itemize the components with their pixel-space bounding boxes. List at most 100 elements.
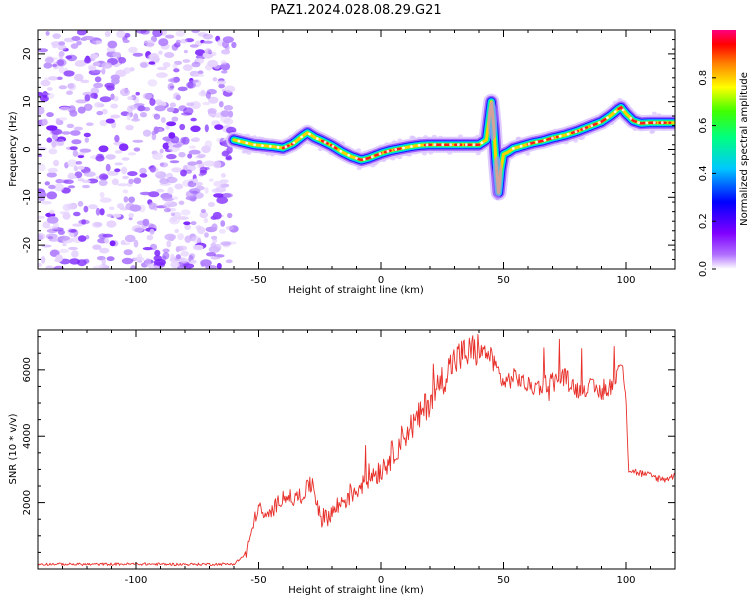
- colorbar-axes: 0.0 0.2 0.4 0.6 0.8: [698, 70, 716, 277]
- noise-blob: [180, 137, 187, 144]
- noise-blob: [106, 85, 115, 91]
- noise-blob: [177, 86, 188, 92]
- ridge-bead: [433, 143, 437, 147]
- noise-blob: [42, 221, 51, 229]
- noise-blob: [56, 76, 63, 81]
- noise-blob: [214, 124, 224, 130]
- ridge-bead: [629, 117, 633, 120]
- y-tick-label: 2000: [22, 490, 33, 515]
- noise-blob: [72, 149, 78, 157]
- ridge-peak: [355, 147, 402, 162]
- noise-blob: [94, 40, 103, 45]
- noise-blob: [192, 178, 198, 183]
- ridge-bead: [660, 121, 664, 125]
- noise-blob: [69, 232, 75, 237]
- noise-blob: [63, 179, 74, 184]
- noise-blob: [121, 157, 130, 161]
- noise-blob: [121, 257, 134, 265]
- noise-blob: [177, 216, 189, 220]
- noise-blob: [102, 233, 114, 238]
- noise-blob: [172, 196, 179, 200]
- noise-blob: [99, 191, 105, 199]
- noise-blob: [78, 235, 87, 242]
- ridge-bead: [410, 145, 413, 148]
- noise-blob: [137, 105, 146, 112]
- noise-blob: [62, 203, 72, 211]
- noise-blob: [58, 248, 69, 254]
- y-tick-label: -10: [22, 189, 33, 205]
- noise-blob: [153, 126, 159, 134]
- noise-blob: [122, 39, 130, 43]
- noise-blob: [70, 43, 79, 49]
- noise-blob: [80, 79, 90, 84]
- noise-blob: [183, 49, 188, 54]
- noise-blob: [99, 208, 105, 216]
- x-tick-label: 0: [378, 275, 384, 286]
- noise-blob: [203, 160, 216, 167]
- noise-blob: [114, 134, 120, 143]
- noise-blob: [220, 60, 227, 66]
- noise-blob: [127, 171, 138, 177]
- noise-blob: [46, 137, 53, 143]
- noise-blob: [191, 236, 202, 243]
- noise-blob: [137, 253, 143, 260]
- noise-blob: [38, 215, 45, 219]
- noise-blob: [204, 232, 209, 238]
- ridge-bead: [292, 141, 296, 145]
- noise-blob: [101, 258, 106, 266]
- noise-blob: [118, 57, 127, 64]
- noise-blob: [195, 185, 205, 191]
- noise-blob: [91, 53, 99, 59]
- ridge-bead: [606, 116, 609, 120]
- noise-blob: [216, 80, 227, 85]
- ridge-bead: [308, 132, 311, 136]
- noise-blob: [148, 61, 156, 65]
- noise-blob: [139, 167, 147, 174]
- noise-blob: [166, 153, 177, 160]
- noise-blob: [186, 102, 195, 107]
- noise-blob: [180, 169, 187, 177]
- noise-blob: [211, 223, 218, 232]
- noise-blob: [169, 102, 176, 108]
- y-tick-label: 0: [22, 146, 33, 152]
- noise-blob: [197, 226, 206, 235]
- noise-blob: [76, 30, 87, 36]
- snr-xlabel: Height of straight line (km): [288, 585, 424, 596]
- ridge-bead: [339, 149, 343, 153]
- noise-blob: [158, 50, 163, 55]
- noise-blob: [190, 125, 201, 133]
- ridge-bead: [558, 134, 562, 138]
- noise-blob: [38, 107, 45, 115]
- noise-blob: [219, 179, 229, 184]
- noise-blob: [221, 150, 229, 157]
- colorbar-tick-label: 0.6: [698, 118, 709, 134]
- noise-blob: [99, 119, 108, 127]
- ridge-bead: [582, 127, 586, 131]
- noise-blob: [217, 39, 224, 47]
- x-tick-label: 100: [616, 275, 635, 286]
- noise-blob: [175, 39, 181, 45]
- noise-blob: [110, 103, 119, 109]
- noise-blob: [171, 167, 183, 173]
- noise-blob: [213, 193, 225, 198]
- noise-blob: [38, 163, 46, 172]
- noise-blob: [118, 143, 129, 151]
- noise-blob: [149, 165, 156, 173]
- ridge-bead: [370, 155, 374, 159]
- noise-blob: [187, 153, 193, 159]
- noise-blob: [129, 104, 139, 110]
- noise-blob: [123, 196, 129, 203]
- noise-blob: [99, 247, 110, 254]
- noise-blob: [125, 124, 134, 131]
- noise-blob: [165, 125, 170, 130]
- x-tick-label: 50: [497, 275, 510, 286]
- ridge-bead: [590, 124, 594, 127]
- x-tick-label: 0: [378, 575, 384, 586]
- noise-blob: [101, 62, 113, 69]
- noise-blob: [190, 117, 197, 122]
- noise-blob: [92, 62, 101, 67]
- noise-blob: [69, 130, 81, 136]
- noise-blob: [206, 252, 216, 257]
- noise-blob: [74, 61, 86, 67]
